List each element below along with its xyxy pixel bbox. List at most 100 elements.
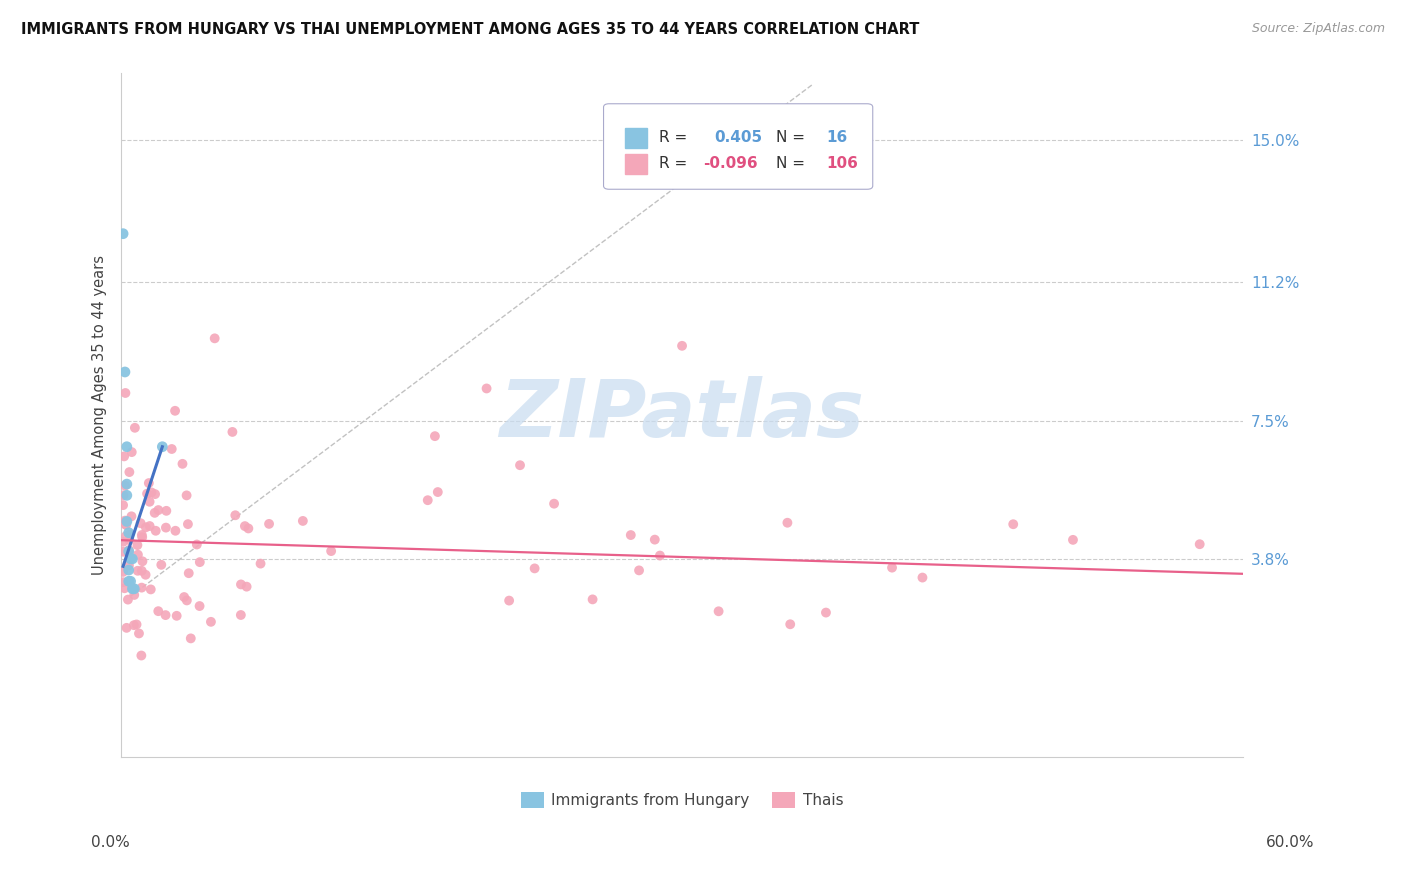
Point xyxy=(114,514,136,528)
Text: 16: 16 xyxy=(827,130,848,145)
Point xyxy=(581,592,603,607)
Point xyxy=(138,519,160,533)
Y-axis label: Unemployment Among Ages 35 to 44 years: Unemployment Among Ages 35 to 44 years xyxy=(93,255,107,575)
Point xyxy=(115,517,138,532)
Point xyxy=(118,544,141,558)
Point xyxy=(115,477,138,491)
Point xyxy=(114,529,136,543)
Point xyxy=(188,599,211,613)
Text: N =: N = xyxy=(776,156,806,171)
Point xyxy=(131,530,153,544)
Bar xyxy=(624,154,647,174)
Point xyxy=(165,404,187,418)
Point xyxy=(176,593,198,607)
Point xyxy=(118,527,141,541)
Point xyxy=(120,552,142,566)
Point xyxy=(523,561,546,575)
Point xyxy=(122,618,145,632)
Point xyxy=(112,488,135,502)
Point xyxy=(186,537,208,551)
Point xyxy=(112,534,135,549)
Point xyxy=(112,545,135,559)
Point xyxy=(129,516,152,531)
Point xyxy=(221,425,243,439)
Point xyxy=(257,516,280,531)
Point xyxy=(155,504,177,518)
Point xyxy=(131,581,153,595)
Point xyxy=(112,227,135,241)
Point xyxy=(426,485,449,500)
Point xyxy=(177,566,200,581)
Point xyxy=(620,528,643,542)
Point xyxy=(112,575,135,590)
Point xyxy=(509,458,531,473)
Point xyxy=(112,498,135,512)
Point xyxy=(814,606,837,620)
Point xyxy=(114,516,136,530)
Point xyxy=(150,558,173,572)
Point xyxy=(121,582,143,596)
Point xyxy=(127,564,149,578)
Text: ZIPatlas: ZIPatlas xyxy=(499,376,865,454)
Point xyxy=(165,524,187,538)
Point xyxy=(150,440,173,454)
Point xyxy=(120,509,142,524)
Point xyxy=(135,567,157,582)
Point xyxy=(155,521,177,535)
Point xyxy=(131,564,153,578)
Point xyxy=(121,445,143,459)
Point xyxy=(114,365,136,379)
Point xyxy=(180,632,202,646)
Point xyxy=(127,548,149,562)
Point xyxy=(291,514,314,528)
Point xyxy=(416,493,439,508)
Point xyxy=(121,552,143,566)
Point xyxy=(114,478,136,492)
Point xyxy=(115,621,138,635)
Point xyxy=(124,421,146,435)
Point xyxy=(543,497,565,511)
Point xyxy=(118,563,141,577)
Point xyxy=(125,617,148,632)
Point xyxy=(143,506,166,520)
Point xyxy=(229,607,252,622)
Point xyxy=(118,558,141,573)
Point xyxy=(117,592,139,607)
Point xyxy=(172,457,194,471)
Point xyxy=(124,582,146,596)
Point xyxy=(249,557,271,571)
Point xyxy=(148,604,170,618)
Point xyxy=(1188,537,1211,551)
Point xyxy=(115,515,138,529)
Bar xyxy=(624,128,647,147)
Point xyxy=(118,543,141,558)
Point xyxy=(238,521,260,535)
Point xyxy=(118,525,141,540)
Point xyxy=(131,648,153,663)
Point xyxy=(779,617,801,632)
Point xyxy=(176,488,198,502)
Point xyxy=(120,574,142,589)
Point xyxy=(880,560,903,574)
FancyBboxPatch shape xyxy=(603,103,873,189)
Point xyxy=(160,442,183,456)
Point xyxy=(148,503,170,517)
Text: -0.096: -0.096 xyxy=(703,156,758,171)
Point xyxy=(114,386,136,401)
Point xyxy=(115,488,138,502)
Text: IMMIGRANTS FROM HUNGARY VS THAI UNEMPLOYMENT AMONG AGES 35 TO 44 YEARS CORRELATI: IMMIGRANTS FROM HUNGARY VS THAI UNEMPLOY… xyxy=(21,22,920,37)
Point xyxy=(1002,517,1025,532)
Text: 0.0%: 0.0% xyxy=(91,836,131,850)
Text: 106: 106 xyxy=(827,156,859,171)
Point xyxy=(776,516,799,530)
Point xyxy=(177,517,200,532)
Point xyxy=(114,517,136,532)
Point xyxy=(112,565,135,579)
Point xyxy=(139,582,162,597)
Point xyxy=(131,528,153,542)
Point xyxy=(166,608,188,623)
Text: 0.405: 0.405 xyxy=(714,130,762,145)
Point xyxy=(118,465,141,479)
Point xyxy=(136,486,159,500)
Text: R =: R = xyxy=(658,156,686,171)
